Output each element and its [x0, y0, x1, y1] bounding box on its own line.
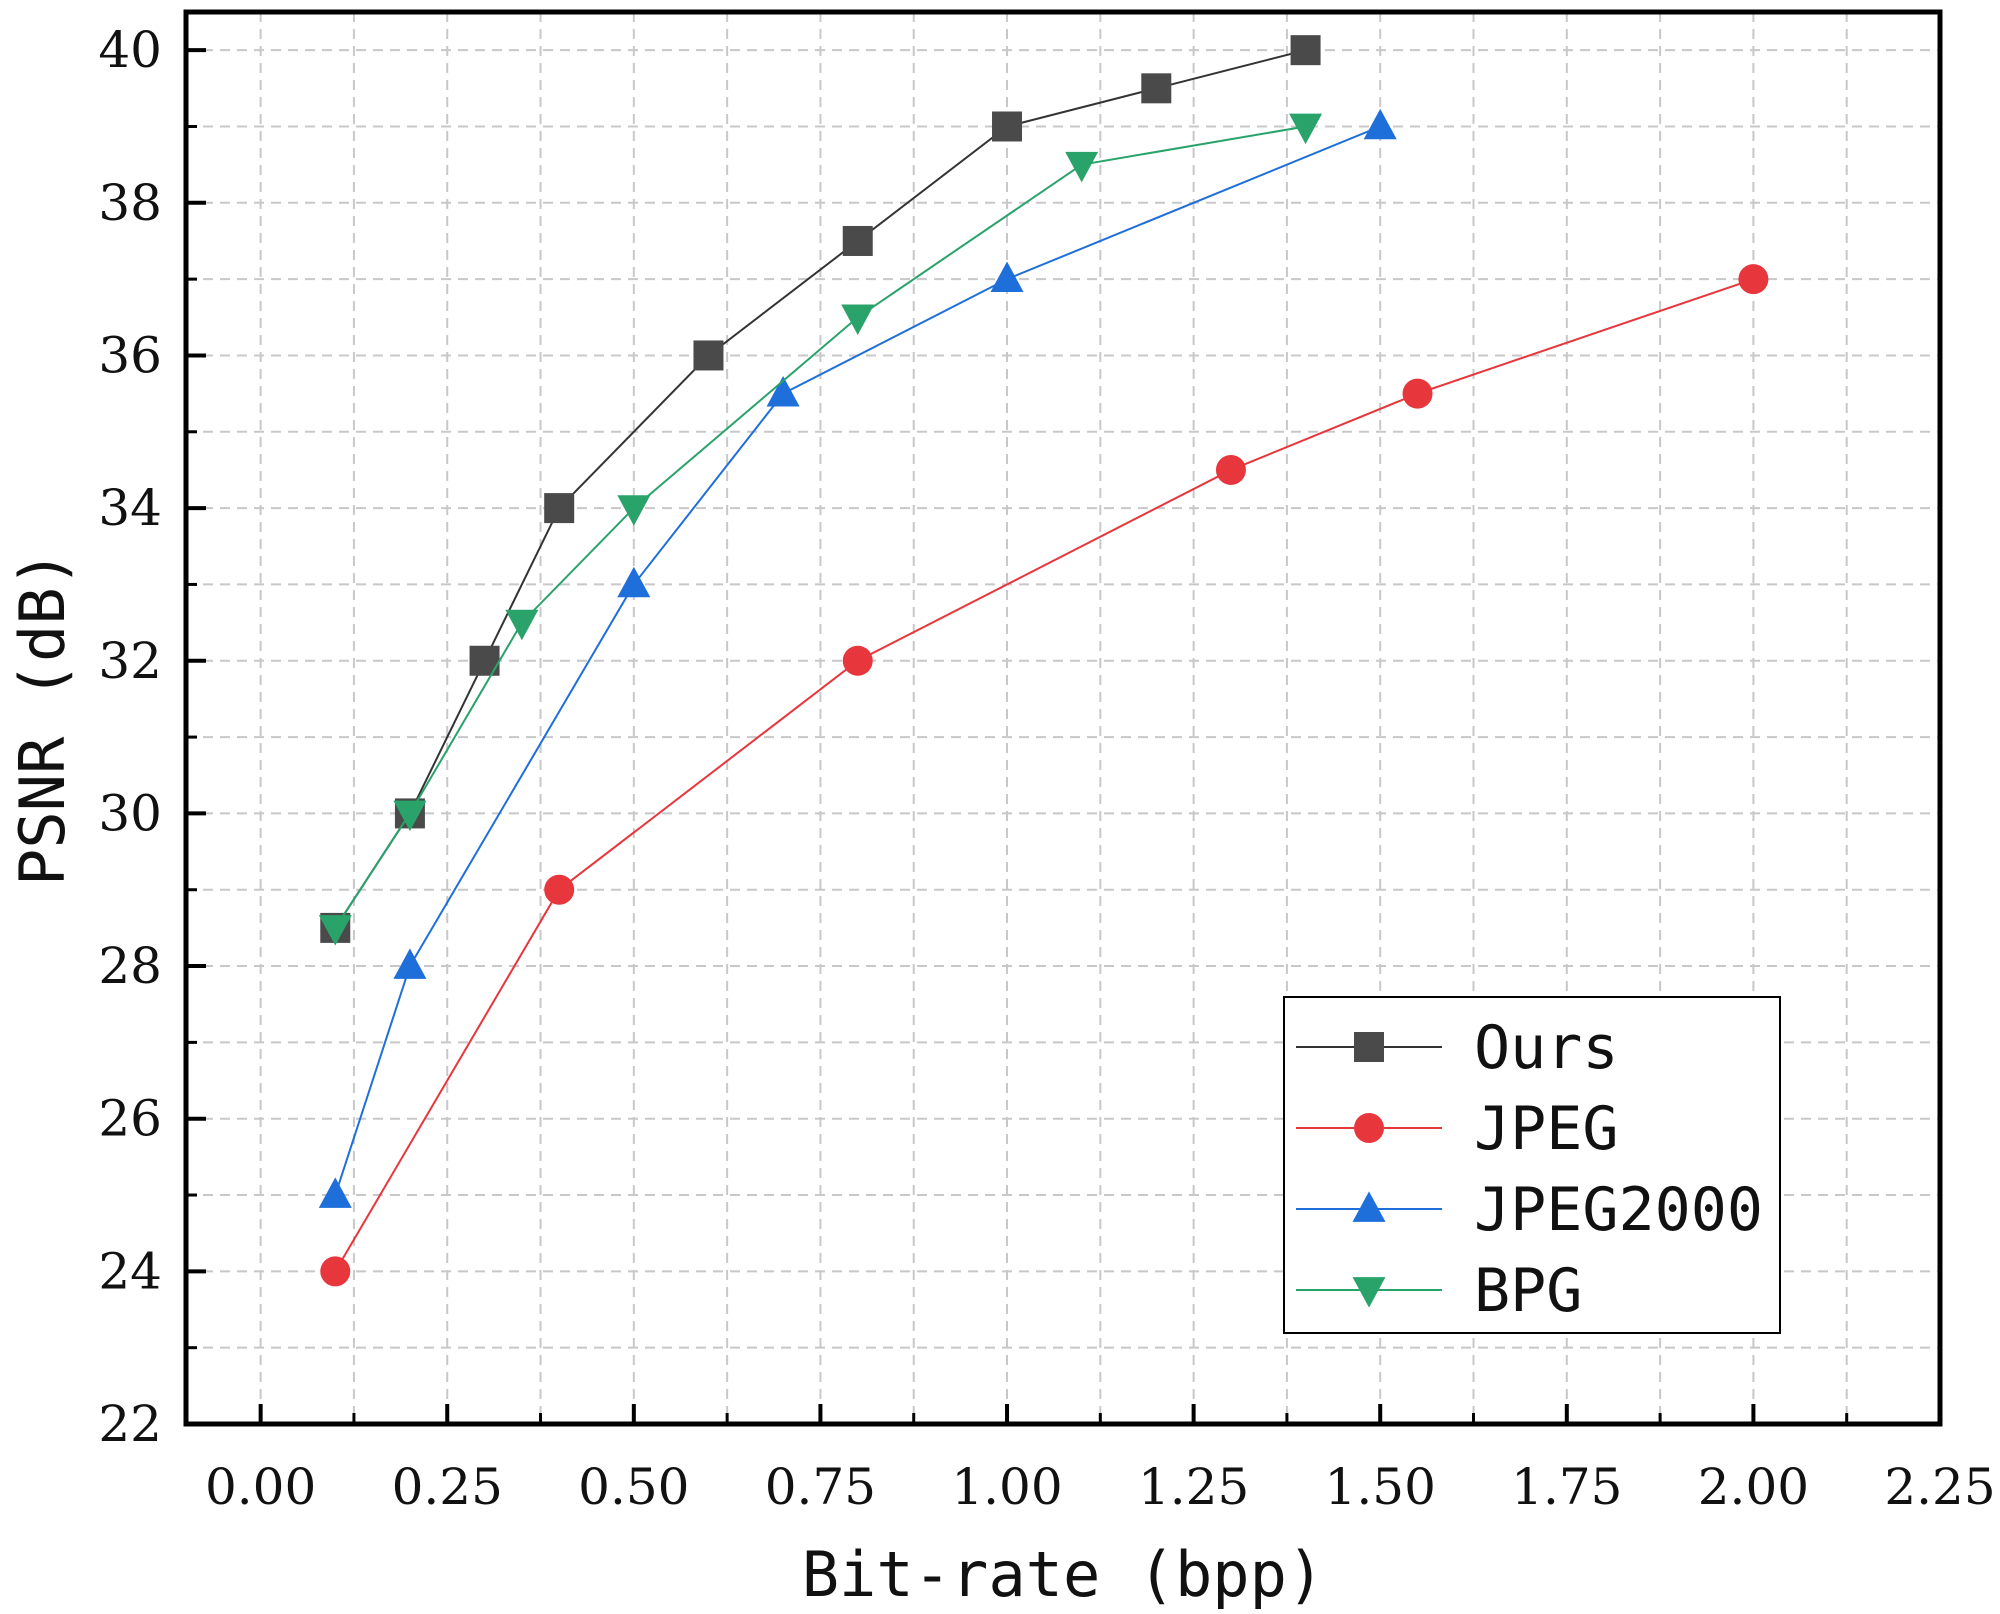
y-tick-label: 30 — [98, 784, 162, 842]
data-point-jpeg — [1738, 264, 1769, 295]
legend-item-ours: Ours — [1296, 1013, 1619, 1083]
x-tick-label: 2.00 — [1698, 1458, 1809, 1516]
legend-marker-ours — [1354, 1032, 1384, 1062]
x-tick-label: 0.50 — [578, 1458, 689, 1516]
x-tick-label: 0.75 — [765, 1458, 876, 1516]
x-tick-label: 1.00 — [951, 1458, 1062, 1516]
data-point-jpeg — [1215, 454, 1246, 485]
axes: 0.00 0.25 0.50 0.75 1.00 1.25 1.50 1.75 2.00 2.25… — [98, 9, 1996, 1516]
legend-item-jpeg: JPEG — [1296, 1094, 1619, 1164]
data-point-ours — [469, 645, 500, 676]
data-point-jpeg — [1402, 378, 1433, 409]
data-point-bpg — [1065, 151, 1099, 183]
data-point-jpeg — [320, 1256, 351, 1287]
legend: Ours JPEG JPEG2000 BPG — [1283, 996, 1781, 1334]
series-jpeg2000 — [318, 108, 1397, 1208]
y-tick-label: 32 — [98, 632, 162, 690]
x-tick-label: 0.00 — [205, 1458, 316, 1516]
x-axis-title: Bit-rate (bpp) — [802, 1538, 1325, 1611]
x-tick-label: 1.25 — [1138, 1458, 1249, 1516]
data-point-jpeg — [842, 645, 873, 676]
y-tick-label: 36 — [98, 326, 162, 384]
data-point-jpeg — [544, 874, 575, 905]
legend-label: Ours — [1474, 1013, 1619, 1083]
x-tick-label: 1.75 — [1511, 1458, 1622, 1516]
y-tick-label: 38 — [98, 174, 162, 232]
y-tick-label: 22 — [98, 1395, 162, 1453]
legend-item-jpeg2000: JPEG2000 — [1296, 1175, 1763, 1245]
legend-label: JPEG2000 — [1474, 1175, 1763, 1245]
data-point-bpg — [841, 304, 875, 335]
data-point-bpg — [617, 495, 651, 526]
series-bpg — [318, 113, 1323, 946]
plot-frame — [183, 9, 1943, 1427]
data-point-bpg — [1289, 113, 1323, 145]
series-jpeg — [320, 264, 1769, 1287]
y-tick-label: 24 — [98, 1242, 162, 1300]
legend-label: BPG — [1474, 1256, 1582, 1326]
data-point-ours — [693, 340, 724, 371]
series — [318, 35, 1769, 1287]
legend-item-bpg: BPG — [1296, 1256, 1582, 1326]
y-tick-label: 40 — [98, 21, 162, 79]
data-point-jpeg2000 — [1363, 108, 1397, 140]
legend-marker-bpg — [1352, 1277, 1386, 1308]
data-point-ours — [544, 493, 575, 524]
data-point-bpg — [505, 609, 539, 641]
data-point-ours — [1141, 73, 1172, 104]
data-point-bpg — [318, 915, 352, 946]
y-tick-label: 34 — [98, 479, 162, 537]
data-point-ours — [842, 225, 873, 256]
legend-marker-jpeg — [1354, 1113, 1384, 1143]
legend-marker-jpeg2000 — [1352, 1191, 1386, 1222]
data-point-jpeg2000 — [766, 375, 800, 407]
x-tick-label: 1.50 — [1325, 1458, 1436, 1516]
series-line-jpeg2000 — [334, 125, 1381, 1196]
data-point-ours — [1290, 35, 1321, 66]
x-tick-label: 0.25 — [392, 1458, 503, 1516]
y-tick-label: 26 — [98, 1090, 162, 1148]
legend-label: JPEG — [1474, 1094, 1619, 1164]
data-point-bpg — [393, 800, 427, 832]
series-ours — [320, 35, 1321, 943]
x-tick-label: 2.25 — [1884, 1458, 1995, 1516]
data-point-ours — [992, 111, 1023, 142]
series-line-jpeg — [334, 278, 1754, 1272]
data-point-jpeg2000 — [990, 261, 1024, 292]
data-point-jpeg2000 — [617, 566, 651, 598]
data-point-jpeg2000 — [318, 1177, 352, 1208]
y-axis-title: PSNR (dB) — [6, 550, 79, 886]
data-point-jpeg2000 — [393, 948, 427, 979]
y-tick-label: 28 — [98, 937, 162, 995]
